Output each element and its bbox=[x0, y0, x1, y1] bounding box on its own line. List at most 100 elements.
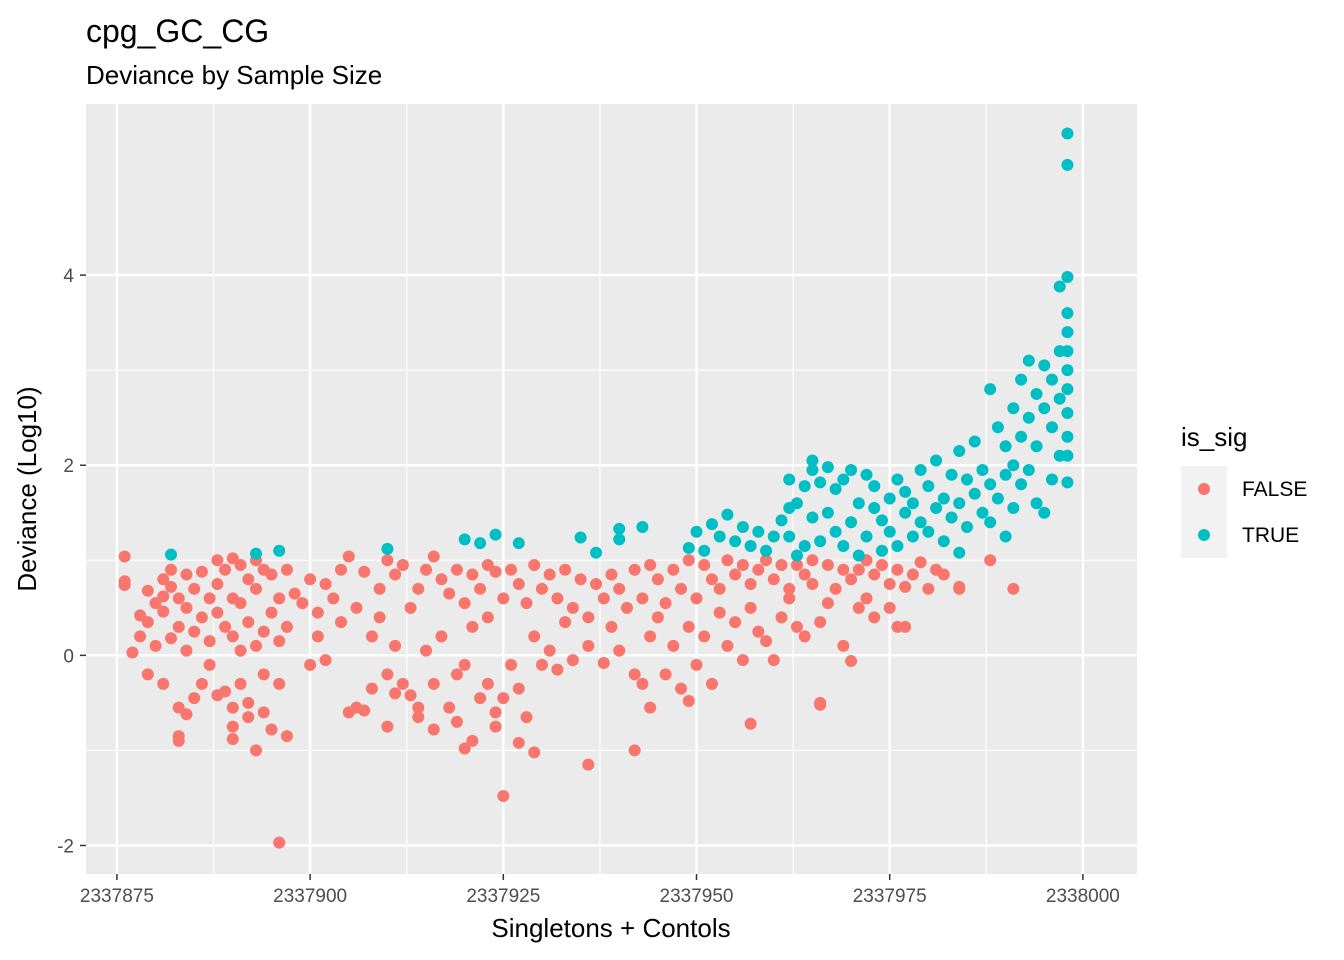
point-false bbox=[744, 578, 757, 591]
point-false bbox=[195, 677, 208, 690]
point-false bbox=[234, 559, 247, 572]
point-false bbox=[736, 559, 749, 572]
point-false bbox=[412, 582, 425, 595]
point-false bbox=[273, 635, 286, 648]
point-true bbox=[1061, 271, 1074, 284]
point-false bbox=[219, 620, 232, 633]
point-false bbox=[752, 563, 765, 576]
point-true bbox=[937, 492, 950, 505]
point-true bbox=[489, 528, 502, 541]
point-true bbox=[837, 473, 850, 486]
point-false bbox=[188, 582, 201, 595]
point-true bbox=[883, 492, 896, 505]
point-false bbox=[250, 639, 263, 652]
point-false bbox=[806, 554, 819, 567]
point-false bbox=[868, 611, 881, 624]
point-false bbox=[226, 701, 239, 714]
point-true bbox=[1061, 364, 1074, 377]
point-true bbox=[1061, 158, 1074, 171]
point-false bbox=[852, 601, 865, 614]
point-false bbox=[597, 592, 610, 605]
point-false bbox=[427, 723, 440, 736]
point-false bbox=[342, 550, 355, 563]
point-false bbox=[234, 597, 247, 610]
point-false bbox=[381, 720, 394, 733]
point-true bbox=[991, 492, 1004, 505]
point-false bbox=[327, 592, 340, 605]
point-false bbox=[141, 584, 154, 597]
point-false bbox=[659, 668, 672, 681]
point-true bbox=[922, 480, 935, 493]
point-true bbox=[960, 473, 973, 486]
y-axis-ticks: -2 0 2 4 bbox=[57, 266, 86, 857]
y-tick-label: 0 bbox=[63, 646, 74, 667]
point-true bbox=[945, 511, 958, 524]
point-false bbox=[141, 616, 154, 629]
point-false bbox=[481, 677, 494, 690]
x-tick-label: 2338000 bbox=[1046, 886, 1120, 907]
point-true bbox=[968, 487, 981, 500]
point-false bbox=[814, 616, 827, 629]
point-false bbox=[837, 639, 850, 652]
x-tick-label: 2337975 bbox=[853, 886, 927, 907]
point-false bbox=[613, 644, 626, 657]
y-tick-label: 4 bbox=[63, 266, 74, 287]
point-true bbox=[999, 440, 1012, 453]
point-true bbox=[760, 544, 773, 557]
point-false bbox=[713, 582, 726, 595]
point-false bbox=[644, 559, 657, 572]
point-true bbox=[899, 506, 912, 519]
y-tick-label: -2 bbox=[57, 836, 74, 857]
point-false bbox=[644, 630, 657, 643]
point-false bbox=[381, 668, 394, 681]
point-false bbox=[798, 568, 811, 581]
point-false bbox=[497, 592, 510, 605]
point-false bbox=[512, 578, 525, 591]
point-false bbox=[636, 592, 649, 605]
point-true bbox=[736, 521, 749, 534]
point-false bbox=[891, 563, 904, 576]
point-true bbox=[721, 508, 734, 521]
point-false bbox=[636, 677, 649, 690]
point-true bbox=[1015, 430, 1028, 443]
point-false bbox=[273, 677, 286, 690]
point-false bbox=[512, 682, 525, 695]
point-false bbox=[489, 720, 502, 733]
point-false bbox=[404, 601, 417, 614]
point-true bbox=[1061, 430, 1074, 443]
point-false bbox=[497, 692, 510, 705]
point-false bbox=[458, 597, 471, 610]
point-true bbox=[798, 540, 811, 553]
point-false bbox=[443, 701, 456, 714]
point-false bbox=[157, 677, 170, 690]
point-false bbox=[760, 635, 773, 648]
point-false bbox=[675, 582, 688, 595]
point-false bbox=[180, 644, 193, 657]
point-true bbox=[752, 525, 765, 538]
legend-label-false: FALSE bbox=[1242, 478, 1307, 501]
point-true bbox=[512, 537, 525, 550]
point-true bbox=[1030, 440, 1043, 453]
point-false bbox=[906, 568, 919, 581]
point-false bbox=[775, 559, 788, 572]
point-false bbox=[280, 730, 293, 743]
point-false bbox=[798, 630, 811, 643]
point-false bbox=[219, 685, 232, 698]
point-true bbox=[729, 535, 742, 548]
point-false bbox=[736, 654, 749, 667]
point-true bbox=[999, 530, 1012, 543]
point-true bbox=[1038, 506, 1051, 519]
point-false bbox=[211, 554, 224, 567]
point-false bbox=[450, 563, 463, 576]
point-true bbox=[875, 514, 888, 527]
point-false bbox=[165, 580, 178, 593]
point-false bbox=[311, 630, 324, 643]
point-false bbox=[520, 597, 533, 610]
point-true bbox=[937, 535, 950, 548]
point-true bbox=[960, 521, 973, 534]
x-tick-label: 2337875 bbox=[80, 886, 154, 907]
point-false bbox=[474, 692, 487, 705]
point-true bbox=[914, 463, 927, 476]
point-false bbox=[860, 592, 873, 605]
